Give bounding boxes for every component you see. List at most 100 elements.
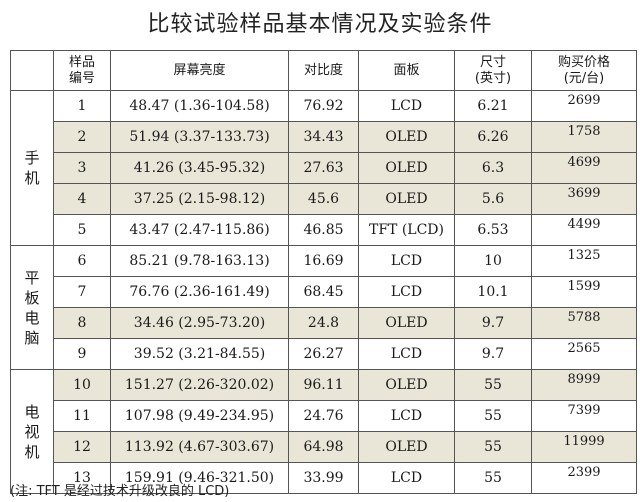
cell-price: 8999: [531, 369, 637, 401]
cell-sample-no: 8: [53, 307, 111, 339]
cell-brightness: 113.92 (4.67-303.67): [110, 431, 289, 463]
cell-brightness: 41.26 (3.45-95.32): [110, 152, 289, 184]
cell-panel: LCD: [358, 245, 455, 277]
group-label-char: 电: [24, 402, 40, 421]
cell-sample-no: 9: [53, 338, 111, 370]
cell-price: 11999: [531, 431, 637, 463]
group-label-char: 平: [24, 268, 40, 287]
table-row: 8 34.46 (2.95-73.20) 24.8 OLED 9.7 5788: [11, 307, 637, 339]
cell-size: 5.6: [454, 183, 532, 215]
cell-price: 1325: [531, 245, 637, 277]
cell-contrast: 27.63: [288, 152, 359, 184]
table-row: 手机 1 48.47 (1.36-104.58) 76.92 LCD 6.21 2699: [10, 90, 637, 246]
cell-sample-no: 13: [53, 462, 111, 494]
header-contrast: 对比度: [288, 50, 359, 91]
cell-brightness: 43.47 (2.47-115.86): [110, 214, 289, 246]
group-label: 手机: [10, 90, 54, 246]
page-title: 比较试验样品基本情况及实验条件: [147, 12, 493, 37]
table-row: 9 39.52 (3.21-84.55) 26.27 LCD 9.7 2565: [11, 338, 637, 370]
cell-contrast: 76.92: [288, 90, 359, 122]
cell-contrast: 46.85: [288, 214, 359, 246]
cell-size: 6.3: [454, 152, 532, 184]
cell-panel: LCD: [358, 338, 455, 370]
table-row: 电视机 10 151.27 (2.26-320.02) 96.11 OLED 55 8999: [10, 369, 637, 494]
table-row: 平板电脑 6 85.21 (9.78-163.13) 16.69 LCD 10 1325: [10, 245, 637, 370]
cell-price: 1758: [531, 121, 637, 153]
header-group: [10, 50, 54, 91]
table-row: 4 37.25 (2.15-98.12) 45.6 OLED 5.6 3699: [11, 183, 637, 215]
cell-brightness: 34.46 (2.95-73.20): [110, 307, 289, 339]
cell-contrast: 64.98: [288, 431, 359, 463]
cell-panel: OLED: [358, 121, 455, 153]
cell-price: 4699: [531, 152, 637, 184]
group-label-char: 机: [24, 442, 40, 461]
table-row: 3 41.26 (3.45-95.32) 27.63 OLED 6.3 4699: [11, 152, 637, 184]
cell-sample-no: 11: [53, 400, 111, 432]
cell-size: 10.1: [454, 276, 532, 308]
cell-size: 10: [454, 245, 532, 277]
table-header: 样品 编号 屏幕亮度 对比度 面板 尺寸 (英寸) 购买价格 (元/台): [10, 50, 637, 91]
cell-panel: OLED: [358, 307, 455, 339]
cell-panel: OLED: [358, 431, 455, 463]
cell-size: 55: [454, 400, 532, 432]
cell-brightness: 37.25 (2.15-98.12): [110, 183, 289, 215]
cell-contrast: 33.99: [288, 462, 359, 494]
cell-brightness: 85.21 (9.78-163.13): [110, 245, 289, 277]
header-price: 购买价格 (元/台): [531, 50, 637, 91]
cell-contrast: 26.27: [288, 338, 359, 370]
cell-price: 3699: [531, 183, 637, 215]
cell-size: 55: [454, 462, 532, 494]
group-label-char: 机: [24, 169, 40, 187]
cell-size: 55: [454, 369, 532, 401]
cell-panel: LCD: [358, 462, 455, 494]
sample-table: 样品 编号 屏幕亮度 对比度 面板 尺寸 (英寸) 购买价格 (元/台) 手机 1 48.…: [10, 50, 637, 494]
cell-contrast: 45.6: [288, 183, 359, 215]
group-label-char: 板: [24, 288, 40, 307]
cell-price: 2399: [531, 462, 637, 494]
cell-sample-no: 12: [53, 431, 111, 463]
group-label-char: 电: [24, 308, 40, 327]
group-label: 平板电脑: [10, 245, 54, 370]
table-row: 13 159.91 (9.46-321.50) 33.99 LCD 55 2399: [11, 462, 637, 494]
cell-contrast: 16.69: [288, 245, 359, 277]
table-body: 手机 1 48.47 (1.36-104.58) 76.92 LCD 6.21 2699 2 5…: [10, 90, 637, 494]
footnote: (注: TFT 是经过技术升级改良的 LCD): [10, 484, 230, 499]
table-row: 5 43.47 (2.47-115.86) 46.85 TFT (LCD) 6.53 44…: [11, 214, 637, 246]
group-label: 电视机: [10, 369, 54, 494]
header-panel: 面板: [358, 50, 455, 91]
cell-sample-no: 1: [53, 90, 111, 122]
cell-price: 1599: [531, 276, 637, 308]
cell-price: 2565: [531, 338, 637, 370]
cell-brightness: 39.52 (3.21-84.55): [110, 338, 289, 370]
cell-price: 7399: [531, 400, 637, 432]
header-sample-no: 样品 编号: [53, 50, 111, 91]
cell-brightness: 151.27 (2.26-320.02): [110, 369, 289, 401]
cell-contrast: 24.8: [288, 307, 359, 339]
cell-size: 9.7: [454, 338, 532, 370]
cell-size: 6.26: [454, 121, 532, 153]
cell-brightness: 107.98 (9.49-234.95): [110, 400, 289, 432]
cell-contrast: 24.76: [288, 400, 359, 432]
cell-panel: LCD: [358, 400, 455, 432]
cell-contrast: 34.43: [288, 121, 359, 153]
cell-sample-no: 2: [53, 121, 111, 153]
cell-size: 55: [454, 431, 532, 463]
group-label-char: 脑: [24, 328, 40, 347]
cell-brightness: 51.94 (3.37-133.73): [110, 121, 289, 153]
table-row: 2 51.94 (3.37-133.73) 34.43 OLED 6.26 1758: [11, 121, 637, 153]
cell-size: 9.7: [454, 307, 532, 339]
header-size: 尺寸 (英寸): [454, 50, 532, 91]
cell-panel: OLED: [358, 183, 455, 215]
cell-size: 6.53: [454, 214, 532, 246]
cell-sample-no: 3: [53, 152, 111, 184]
cell-brightness: 48.47 (1.36-104.58): [110, 90, 289, 122]
group-label-char: 手: [24, 149, 40, 167]
cell-contrast: 96.11: [288, 369, 359, 401]
cell-price: 5788: [531, 307, 637, 339]
cell-brightness: 159.91 (9.46-321.50): [110, 462, 289, 494]
header-brightness: 屏幕亮度: [110, 50, 289, 91]
cell-price: 4499: [531, 214, 637, 246]
cell-panel: LCD: [358, 276, 455, 308]
table-row: 7 76.76 (2.36-161.49) 68.45 LCD 10.1 1599: [11, 276, 637, 308]
cell-brightness: 76.76 (2.36-161.49): [110, 276, 289, 308]
